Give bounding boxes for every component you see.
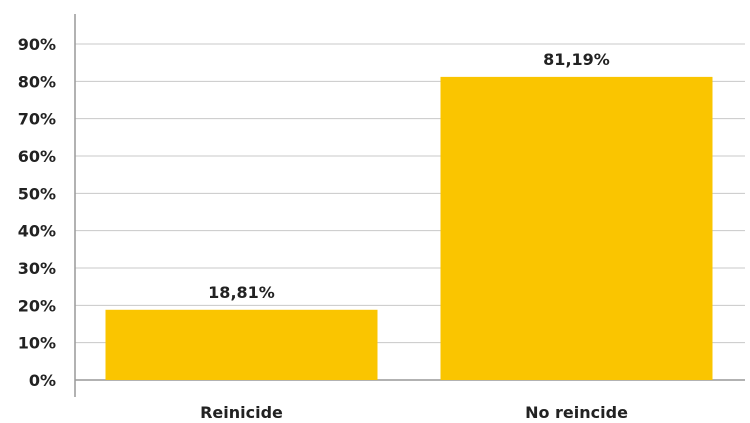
y-tick-label: 50%	[18, 184, 56, 203]
y-tick-label: 30%	[18, 259, 56, 278]
data-label: 18,81%	[208, 283, 275, 302]
y-tick-label: 60%	[18, 147, 56, 166]
bar-no-reincide	[440, 76, 713, 381]
y-tick-label: 40%	[18, 222, 56, 241]
x-axis-categories: Reinicide No reincide	[200, 403, 628, 422]
data-label: 81,19%	[543, 50, 610, 69]
y-tick-label: 10%	[18, 334, 56, 353]
bar-reinicide	[105, 309, 378, 380]
y-tick-label: 70%	[18, 110, 56, 129]
y-tick-label: 80%	[18, 72, 56, 91]
bars	[105, 76, 713, 381]
data-labels: 18,81% 81,19%	[208, 50, 610, 302]
y-tick-label: 20%	[18, 296, 56, 315]
y-axis-ticks: 0% 10% 20% 30% 40% 50% 60% 70% 80% 90%	[18, 35, 56, 390]
category-label: Reinicide	[200, 403, 283, 422]
y-tick-label: 90%	[18, 35, 56, 54]
category-label: No reincide	[525, 403, 628, 422]
y-tick-label: 0%	[29, 371, 56, 390]
